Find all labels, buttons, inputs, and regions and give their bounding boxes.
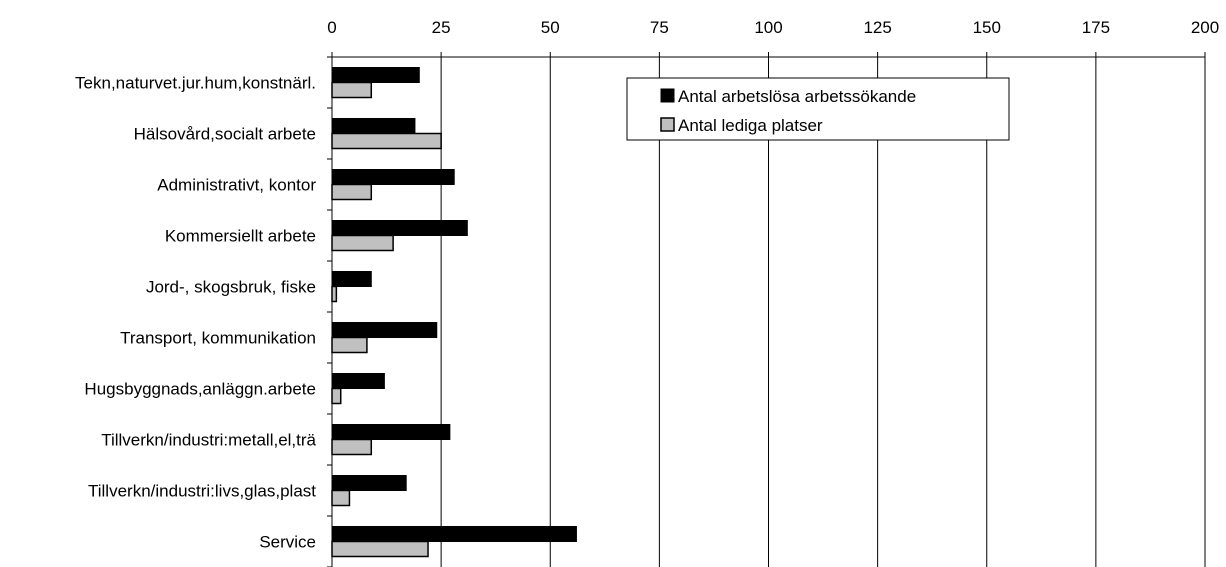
legend-label-vacancies: Antal lediga platser (678, 116, 823, 135)
category-label: Kommersiellt arbete (165, 227, 316, 246)
bars (331, 67, 577, 558)
x-tick-label: 50 (541, 18, 560, 37)
category-labels: Tekn,naturvet.jur.hum,konstnärl. Hälsovår… (75, 74, 316, 552)
bar-vacancies (331, 489, 351, 507)
category-label: Transport, kommunikation (120, 329, 316, 348)
bar-unemployed (331, 526, 577, 542)
bar-vacancies (331, 387, 342, 405)
legend-swatch-unemployed (660, 88, 675, 103)
x-tick-label: 175 (1082, 18, 1110, 37)
bar-unemployed (331, 118, 416, 134)
category-label: Jord-, skogsbruk, fiske (146, 278, 316, 297)
x-tick-label: 125 (863, 18, 891, 37)
bar-vacancies (331, 183, 373, 201)
x-tick-label: 200 (1191, 18, 1219, 37)
bar-vacancies (331, 540, 429, 558)
bar-unemployed (331, 220, 468, 236)
legend: Antal arbetslösa arbetssökande Antal led… (626, 77, 1010, 141)
bar-vacancies (331, 285, 338, 303)
legend-label-unemployed: Antal arbetslösa arbetssökande (678, 87, 916, 106)
category-label: Tillverkn/industri:metall,el,trä (101, 431, 316, 450)
bar-vacancies (331, 438, 373, 456)
category-label: Administrativt, kontor (157, 176, 316, 195)
category-label: Hugsbyggnads,anläggn.arbete (84, 380, 316, 399)
x-tick-label: 100 (754, 18, 782, 37)
legend-swatch-vacancies (660, 117, 675, 132)
x-tick-label: 150 (973, 18, 1001, 37)
legend-box (626, 77, 1010, 141)
bar-unemployed (331, 373, 385, 389)
bar-unemployed (331, 169, 455, 185)
bar-unemployed (331, 271, 372, 287)
bar-vacancies (331, 336, 368, 354)
category-label: Service (259, 533, 316, 552)
bar-vacancies (331, 234, 394, 252)
category-label: Hälsovård,socialt arbete (134, 125, 316, 144)
x-tick-label: 25 (432, 18, 451, 37)
grid-lines (440, 57, 1206, 567)
x-tick-label: 0 (327, 18, 336, 37)
bar-unemployed (331, 67, 420, 83)
bar-vacancies (331, 132, 442, 150)
bar-unemployed (331, 475, 407, 491)
bar-unemployed (331, 322, 438, 338)
category-label: Tekn,naturvet.jur.hum,konstnärl. (75, 74, 316, 93)
bar-unemployed (331, 424, 451, 440)
bar-vacancies (331, 81, 373, 99)
category-label: Tillverkn/industri:livs,glas,plast (88, 482, 316, 501)
x-tick-label: 75 (650, 18, 669, 37)
